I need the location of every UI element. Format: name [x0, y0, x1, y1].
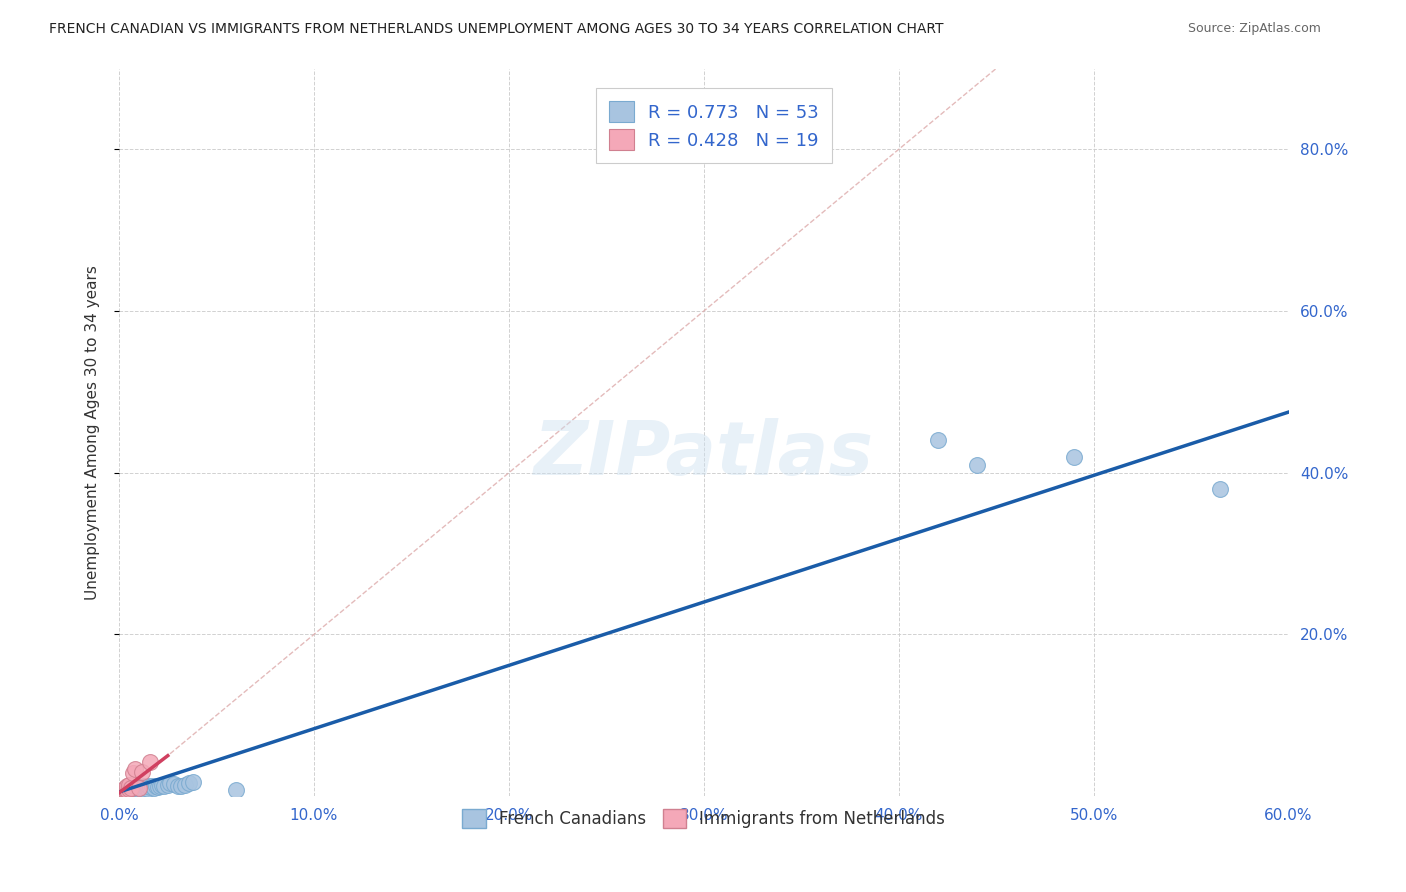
Point	[179, 776, 201, 790]
Point	[115, 784, 138, 798]
Point	[124, 763, 146, 777]
Point	[139, 780, 162, 795]
Point	[124, 780, 146, 795]
Point	[118, 778, 141, 792]
Point	[111, 786, 134, 800]
Point	[124, 782, 146, 797]
Point	[114, 785, 136, 799]
Point	[118, 785, 141, 799]
Point	[966, 458, 988, 472]
Point	[121, 766, 143, 780]
Point	[114, 784, 136, 798]
Point	[114, 786, 136, 800]
Point	[134, 781, 156, 796]
Point	[115, 786, 138, 800]
Point	[1063, 450, 1085, 464]
Point	[115, 785, 138, 799]
Point	[111, 784, 134, 798]
Point	[166, 779, 188, 793]
Point	[136, 779, 159, 793]
Point	[120, 785, 142, 799]
Point	[121, 783, 143, 797]
Point	[111, 783, 134, 797]
Point	[115, 780, 138, 794]
Point	[121, 785, 143, 799]
Point	[136, 781, 159, 796]
Point	[121, 781, 143, 796]
Point	[150, 778, 173, 792]
Point	[118, 783, 141, 797]
Point	[139, 755, 162, 769]
Text: Source: ZipAtlas.com: Source: ZipAtlas.com	[1188, 22, 1322, 36]
Text: ZIPatlas: ZIPatlas	[534, 417, 873, 491]
Point	[111, 786, 134, 800]
Point	[120, 784, 142, 798]
Point	[124, 784, 146, 798]
Point	[115, 783, 138, 797]
Point	[145, 780, 167, 794]
Text: FRENCH CANADIAN VS IMMIGRANTS FROM NETHERLANDS UNEMPLOYMENT AMONG AGES 30 TO 34 : FRENCH CANADIAN VS IMMIGRANTS FROM NETHE…	[49, 22, 943, 37]
Point	[225, 783, 247, 797]
Point	[118, 786, 141, 800]
Point	[131, 782, 153, 797]
Legend: French Canadians, Immigrants from Netherlands: French Canadians, Immigrants from Nether…	[456, 803, 952, 835]
Point	[110, 786, 132, 800]
Point	[114, 782, 136, 797]
Point	[149, 779, 172, 793]
Y-axis label: Unemployment Among Ages 30 to 34 years: Unemployment Among Ages 30 to 34 years	[86, 265, 100, 599]
Point	[927, 434, 949, 448]
Point	[128, 784, 150, 798]
Point	[111, 785, 134, 799]
Point	[128, 781, 150, 796]
Point	[156, 778, 179, 792]
Point	[159, 776, 181, 790]
Point	[153, 779, 176, 793]
Point	[125, 783, 148, 797]
Point	[128, 780, 150, 795]
Point	[170, 780, 193, 794]
Point	[120, 782, 142, 797]
Point	[146, 780, 169, 795]
Point	[131, 764, 153, 779]
Point	[141, 779, 163, 793]
Point	[114, 780, 136, 795]
Point	[134, 780, 156, 794]
Point	[174, 778, 197, 792]
Point	[129, 782, 152, 797]
Point	[114, 784, 136, 798]
Point	[143, 780, 166, 795]
Point	[1209, 482, 1232, 496]
Point	[162, 777, 184, 791]
Point	[118, 781, 141, 796]
Point	[181, 774, 204, 789]
Point	[131, 780, 153, 795]
Point	[129, 780, 152, 795]
Point	[115, 782, 138, 797]
Point	[125, 781, 148, 796]
Point	[120, 780, 142, 795]
Point	[135, 780, 157, 795]
